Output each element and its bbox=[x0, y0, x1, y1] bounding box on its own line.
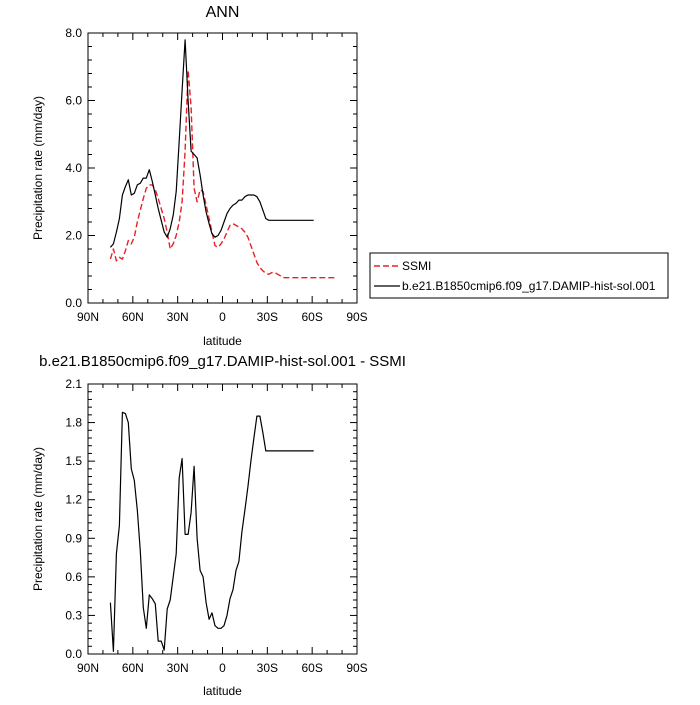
x-tick-label: 0 bbox=[219, 661, 226, 675]
x-tick-label: 60N bbox=[122, 310, 144, 324]
x-tick-label: 30N bbox=[167, 310, 189, 324]
x-tick-label: 60N bbox=[122, 661, 144, 675]
chart-1: ANN 90N 60N 30N 0 30S 60S 90S 0.0 2.0 4.0 6.0 8.0 lat… bbox=[31, 4, 669, 348]
x-tick-label: 30S bbox=[257, 310, 278, 324]
y-tick-label: 1.5 bbox=[65, 454, 82, 468]
legend-label-1: SSMI bbox=[402, 259, 431, 273]
x-tick-label: 90N bbox=[77, 661, 99, 675]
y-axis-label: Precipitation rate (mm/day) bbox=[31, 447, 45, 591]
y-tick-label: 0.0 bbox=[65, 647, 82, 661]
y-tick-label: 0.0 bbox=[65, 296, 82, 310]
y-tick-label: 0.6 bbox=[65, 570, 82, 584]
y-tick-label: 2.1 bbox=[65, 377, 82, 391]
y-tick-label: 1.2 bbox=[65, 493, 82, 507]
chart-2: b.e21.B1850cmip6.f09_g17.DAMIP-hist-sol.… bbox=[31, 353, 406, 698]
y-tick-label: 8.0 bbox=[65, 26, 82, 40]
legend-box bbox=[369, 252, 669, 299]
chart-title: ANN bbox=[206, 4, 240, 21]
x-tick-label: 90S bbox=[346, 310, 367, 324]
x-axis-label: latitude bbox=[203, 684, 242, 698]
x-tick-label: 60S bbox=[301, 310, 322, 324]
x-tick-label: 30N bbox=[167, 661, 189, 675]
x-tick-label: 90S bbox=[346, 661, 367, 675]
x-tick-label: 0 bbox=[219, 310, 226, 324]
x-axis-label: latitude bbox=[203, 334, 242, 348]
x-tick-label: 30S bbox=[257, 661, 278, 675]
series-line-1 bbox=[109, 69, 335, 279]
y-tick-label: 2.0 bbox=[65, 229, 82, 243]
series-line-1 bbox=[109, 411, 314, 653]
y-tick-label: 4.0 bbox=[65, 161, 82, 175]
x-tick-label: 90N bbox=[77, 310, 99, 324]
plot-frame bbox=[87, 32, 358, 304]
x-tick-label: 60S bbox=[301, 661, 322, 675]
y-tick-label: 0.3 bbox=[65, 608, 82, 622]
y-axis-label: Precipitation rate (mm/day) bbox=[31, 96, 45, 240]
y-tick-label: 6.0 bbox=[65, 94, 82, 108]
legend-label-2: b.e21.B1850cmip6.f09_g17.DAMIP-hist-sol.… bbox=[402, 279, 656, 293]
y-tick-label: 0.9 bbox=[65, 531, 82, 545]
legend: SSMI b.e21.B1850cmip6.f09_g17.DAMIP-hist-… bbox=[369, 252, 669, 299]
series-line-2 bbox=[109, 39, 314, 248]
y-tick-label: 1.8 bbox=[65, 416, 82, 430]
chart-title: b.e21.B1850cmip6.f09_g17.DAMIP-hist-sol.… bbox=[39, 353, 406, 370]
